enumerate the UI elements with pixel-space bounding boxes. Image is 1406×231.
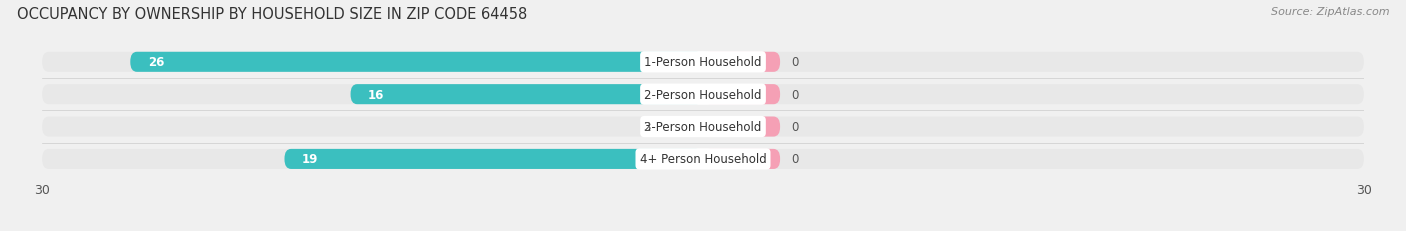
FancyBboxPatch shape bbox=[703, 52, 780, 73]
Text: 0: 0 bbox=[792, 121, 799, 134]
Text: 26: 26 bbox=[148, 56, 165, 69]
FancyBboxPatch shape bbox=[42, 52, 1364, 73]
FancyBboxPatch shape bbox=[659, 117, 703, 137]
Text: 0: 0 bbox=[792, 153, 799, 166]
FancyBboxPatch shape bbox=[42, 149, 1364, 169]
Text: 3-Person Household: 3-Person Household bbox=[644, 121, 762, 134]
Text: 1-Person Household: 1-Person Household bbox=[644, 56, 762, 69]
FancyBboxPatch shape bbox=[703, 117, 780, 137]
FancyBboxPatch shape bbox=[42, 117, 1364, 137]
FancyBboxPatch shape bbox=[284, 149, 703, 169]
FancyBboxPatch shape bbox=[42, 85, 1364, 105]
FancyBboxPatch shape bbox=[131, 52, 703, 73]
Text: 0: 0 bbox=[792, 88, 799, 101]
Text: 4+ Person Household: 4+ Person Household bbox=[640, 153, 766, 166]
Text: 16: 16 bbox=[368, 88, 385, 101]
Text: 2-Person Household: 2-Person Household bbox=[644, 88, 762, 101]
FancyBboxPatch shape bbox=[703, 149, 780, 169]
Text: OCCUPANCY BY OWNERSHIP BY HOUSEHOLD SIZE IN ZIP CODE 64458: OCCUPANCY BY OWNERSHIP BY HOUSEHOLD SIZE… bbox=[17, 7, 527, 22]
Text: 19: 19 bbox=[302, 153, 319, 166]
FancyBboxPatch shape bbox=[350, 85, 703, 105]
Text: 0: 0 bbox=[792, 56, 799, 69]
FancyBboxPatch shape bbox=[703, 85, 780, 105]
Text: Source: ZipAtlas.com: Source: ZipAtlas.com bbox=[1271, 7, 1389, 17]
Text: 2: 2 bbox=[643, 121, 650, 134]
